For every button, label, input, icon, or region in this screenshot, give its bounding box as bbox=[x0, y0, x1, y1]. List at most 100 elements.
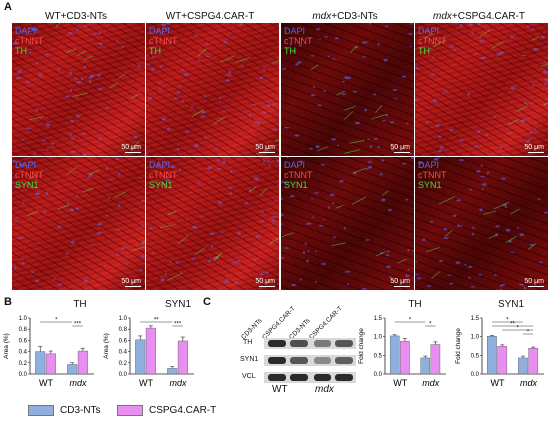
scale-bar-line bbox=[259, 285, 275, 287]
y-tick-label: 0.2 bbox=[119, 361, 128, 367]
stain-label-green: TH bbox=[15, 46, 27, 56]
scale-bar-line bbox=[528, 285, 544, 287]
y-tick-label: 0.0 bbox=[119, 372, 128, 378]
micrograph-r2-c4: DAPI cTNNT SYN1 50 μm bbox=[415, 157, 548, 290]
bar-cspg4 bbox=[430, 344, 441, 375]
scale-bar-line bbox=[394, 285, 410, 287]
scale-bar-label: 50 μm bbox=[524, 143, 544, 151]
significance-marker: * bbox=[409, 318, 412, 324]
column-title-wt-cd3: WT+CD3-NTs bbox=[45, 11, 107, 22]
stain-label-ctnnt: cTNNT bbox=[15, 36, 44, 46]
y-tick-label: 0.6 bbox=[19, 338, 28, 344]
stain-label-dapi: DAPI bbox=[284, 26, 306, 36]
stain-label-dapi: DAPI bbox=[149, 160, 171, 170]
chart-title-b-syn1: SYN1 bbox=[164, 299, 192, 310]
scale-bar: 50 μm bbox=[390, 277, 410, 287]
scale-bar-label: 50 μm bbox=[121, 143, 141, 151]
scale-bar-line bbox=[125, 285, 141, 287]
stain-label-ctnnt: cTNNT bbox=[418, 36, 447, 46]
x-category-label: mdx bbox=[169, 378, 187, 388]
significance-marker: ** bbox=[154, 318, 159, 324]
x-category-label: WT bbox=[491, 378, 505, 388]
scale-bar-line bbox=[528, 151, 544, 153]
blot-lane-label: CSPG4.CAR-T bbox=[308, 305, 344, 341]
y-tick-label: 0.8 bbox=[19, 327, 28, 333]
bar-cspg4 bbox=[77, 350, 88, 375]
blot-lane-label: CD3-NTs bbox=[240, 317, 264, 341]
stain-label-green: SYN1 bbox=[284, 180, 308, 190]
bar-cd3 bbox=[167, 368, 178, 375]
scale-bar-label: 50 μm bbox=[255, 143, 275, 151]
bar-cd3 bbox=[135, 339, 146, 375]
stain-label-dapi: DAPI bbox=[284, 160, 306, 170]
stain-label-green: TH bbox=[149, 46, 161, 56]
y-axis-label: Fold change bbox=[455, 328, 462, 364]
scale-bar-label: 50 μm bbox=[121, 277, 141, 285]
micrograph-r1-c1: DAPI cTNNT TH 50 μm bbox=[12, 23, 145, 156]
stain-label-green: TH bbox=[418, 46, 430, 56]
micrograph-r2-c1: DAPI cTNNT SYN1 50 μm bbox=[12, 157, 145, 290]
scale-bar-line bbox=[125, 151, 141, 153]
scale-bar-label: 50 μm bbox=[390, 143, 410, 151]
significance-marker: * bbox=[506, 318, 509, 324]
panel-letter-a: A bbox=[4, 1, 12, 13]
y-axis-label: Area (%) bbox=[103, 333, 110, 359]
x-category-label: WT bbox=[139, 378, 153, 388]
legend-swatch-cd3 bbox=[28, 405, 54, 416]
bar-cd3 bbox=[420, 357, 431, 375]
bar-cd3 bbox=[518, 357, 528, 375]
stain-label-ctnnt: cTNNT bbox=[418, 170, 447, 180]
stain-label-dapi: DAPI bbox=[15, 160, 37, 170]
y-tick-label: 1.0 bbox=[471, 335, 480, 341]
y-tick-label: 1.5 bbox=[374, 316, 383, 322]
column-title-mdx-cspg4: mdx+CSPG4.CAR-T bbox=[433, 11, 525, 22]
stain-label-ctnnt: cTNNT bbox=[149, 36, 178, 46]
bar-cd3 bbox=[487, 336, 497, 375]
bar-chart-c-th: 0.0 0.5 1.0 1.5 Fold change WT mdx * * bbox=[358, 316, 446, 388]
x-category-label: WT bbox=[393, 378, 407, 388]
y-tick-label: 0.6 bbox=[119, 338, 128, 344]
y-tick-label: 0.0 bbox=[374, 372, 383, 378]
blot-group-wt: WT bbox=[272, 384, 288, 395]
stain-label-green: SYN1 bbox=[149, 180, 173, 190]
scale-bar-line bbox=[394, 151, 410, 153]
blot-row-syn1 bbox=[264, 355, 356, 366]
scale-bar: 50 μm bbox=[121, 277, 141, 287]
significance-marker: *** bbox=[74, 322, 82, 328]
y-axis-label: Fold change bbox=[358, 328, 365, 364]
chart-title-c-syn1: SYN1 bbox=[497, 299, 525, 310]
blot-row-label: VCL bbox=[242, 373, 256, 380]
y-tick-label: 0.0 bbox=[19, 372, 28, 378]
y-tick-label: 1.5 bbox=[471, 316, 480, 322]
significance-marker: * bbox=[517, 326, 520, 332]
stain-label-dapi: DAPI bbox=[418, 160, 440, 170]
scale-bar: 50 μm bbox=[524, 277, 544, 287]
panel-letter-b: B bbox=[4, 296, 12, 308]
bar-cspg4 bbox=[45, 353, 56, 375]
significance-marker: *** bbox=[174, 322, 182, 328]
stain-label-dapi: DAPI bbox=[418, 26, 440, 36]
chart-title-c-th: TH bbox=[408, 299, 422, 310]
blot-row-label: SYN1 bbox=[240, 356, 259, 363]
blot-row-label: TH bbox=[243, 339, 253, 346]
scale-bar-label: 50 μm bbox=[390, 277, 410, 285]
scale-bar: 50 μm bbox=[255, 278, 275, 287]
stain-label-green: SYN1 bbox=[15, 180, 39, 190]
scale-bar: 50 μm bbox=[524, 143, 544, 153]
x-category-label: WT bbox=[39, 378, 53, 388]
micrograph-r1-c4: DAPI cTNNT TH 50 μm bbox=[415, 23, 548, 156]
scale-bar-line bbox=[259, 151, 275, 153]
stain-label-dapi: DAPI bbox=[149, 26, 171, 36]
y-tick-label: 0.5 bbox=[471, 353, 480, 359]
legend-item-cspg4: CSPG4.CAR-T bbox=[117, 405, 216, 416]
chart-title-b-th: TH bbox=[73, 299, 87, 310]
column-title-wt-cspg4: WT+CSPG4.CAR-T bbox=[165, 11, 255, 22]
y-tick-label: 1.0 bbox=[19, 316, 28, 322]
column-title-mdx-cd3: mdx+CD3-NTs bbox=[312, 11, 378, 22]
bar-cspg4 bbox=[528, 348, 539, 375]
scale-bar-label: 50 μm bbox=[524, 277, 544, 285]
stain-label-dapi: DAPI bbox=[15, 26, 37, 36]
